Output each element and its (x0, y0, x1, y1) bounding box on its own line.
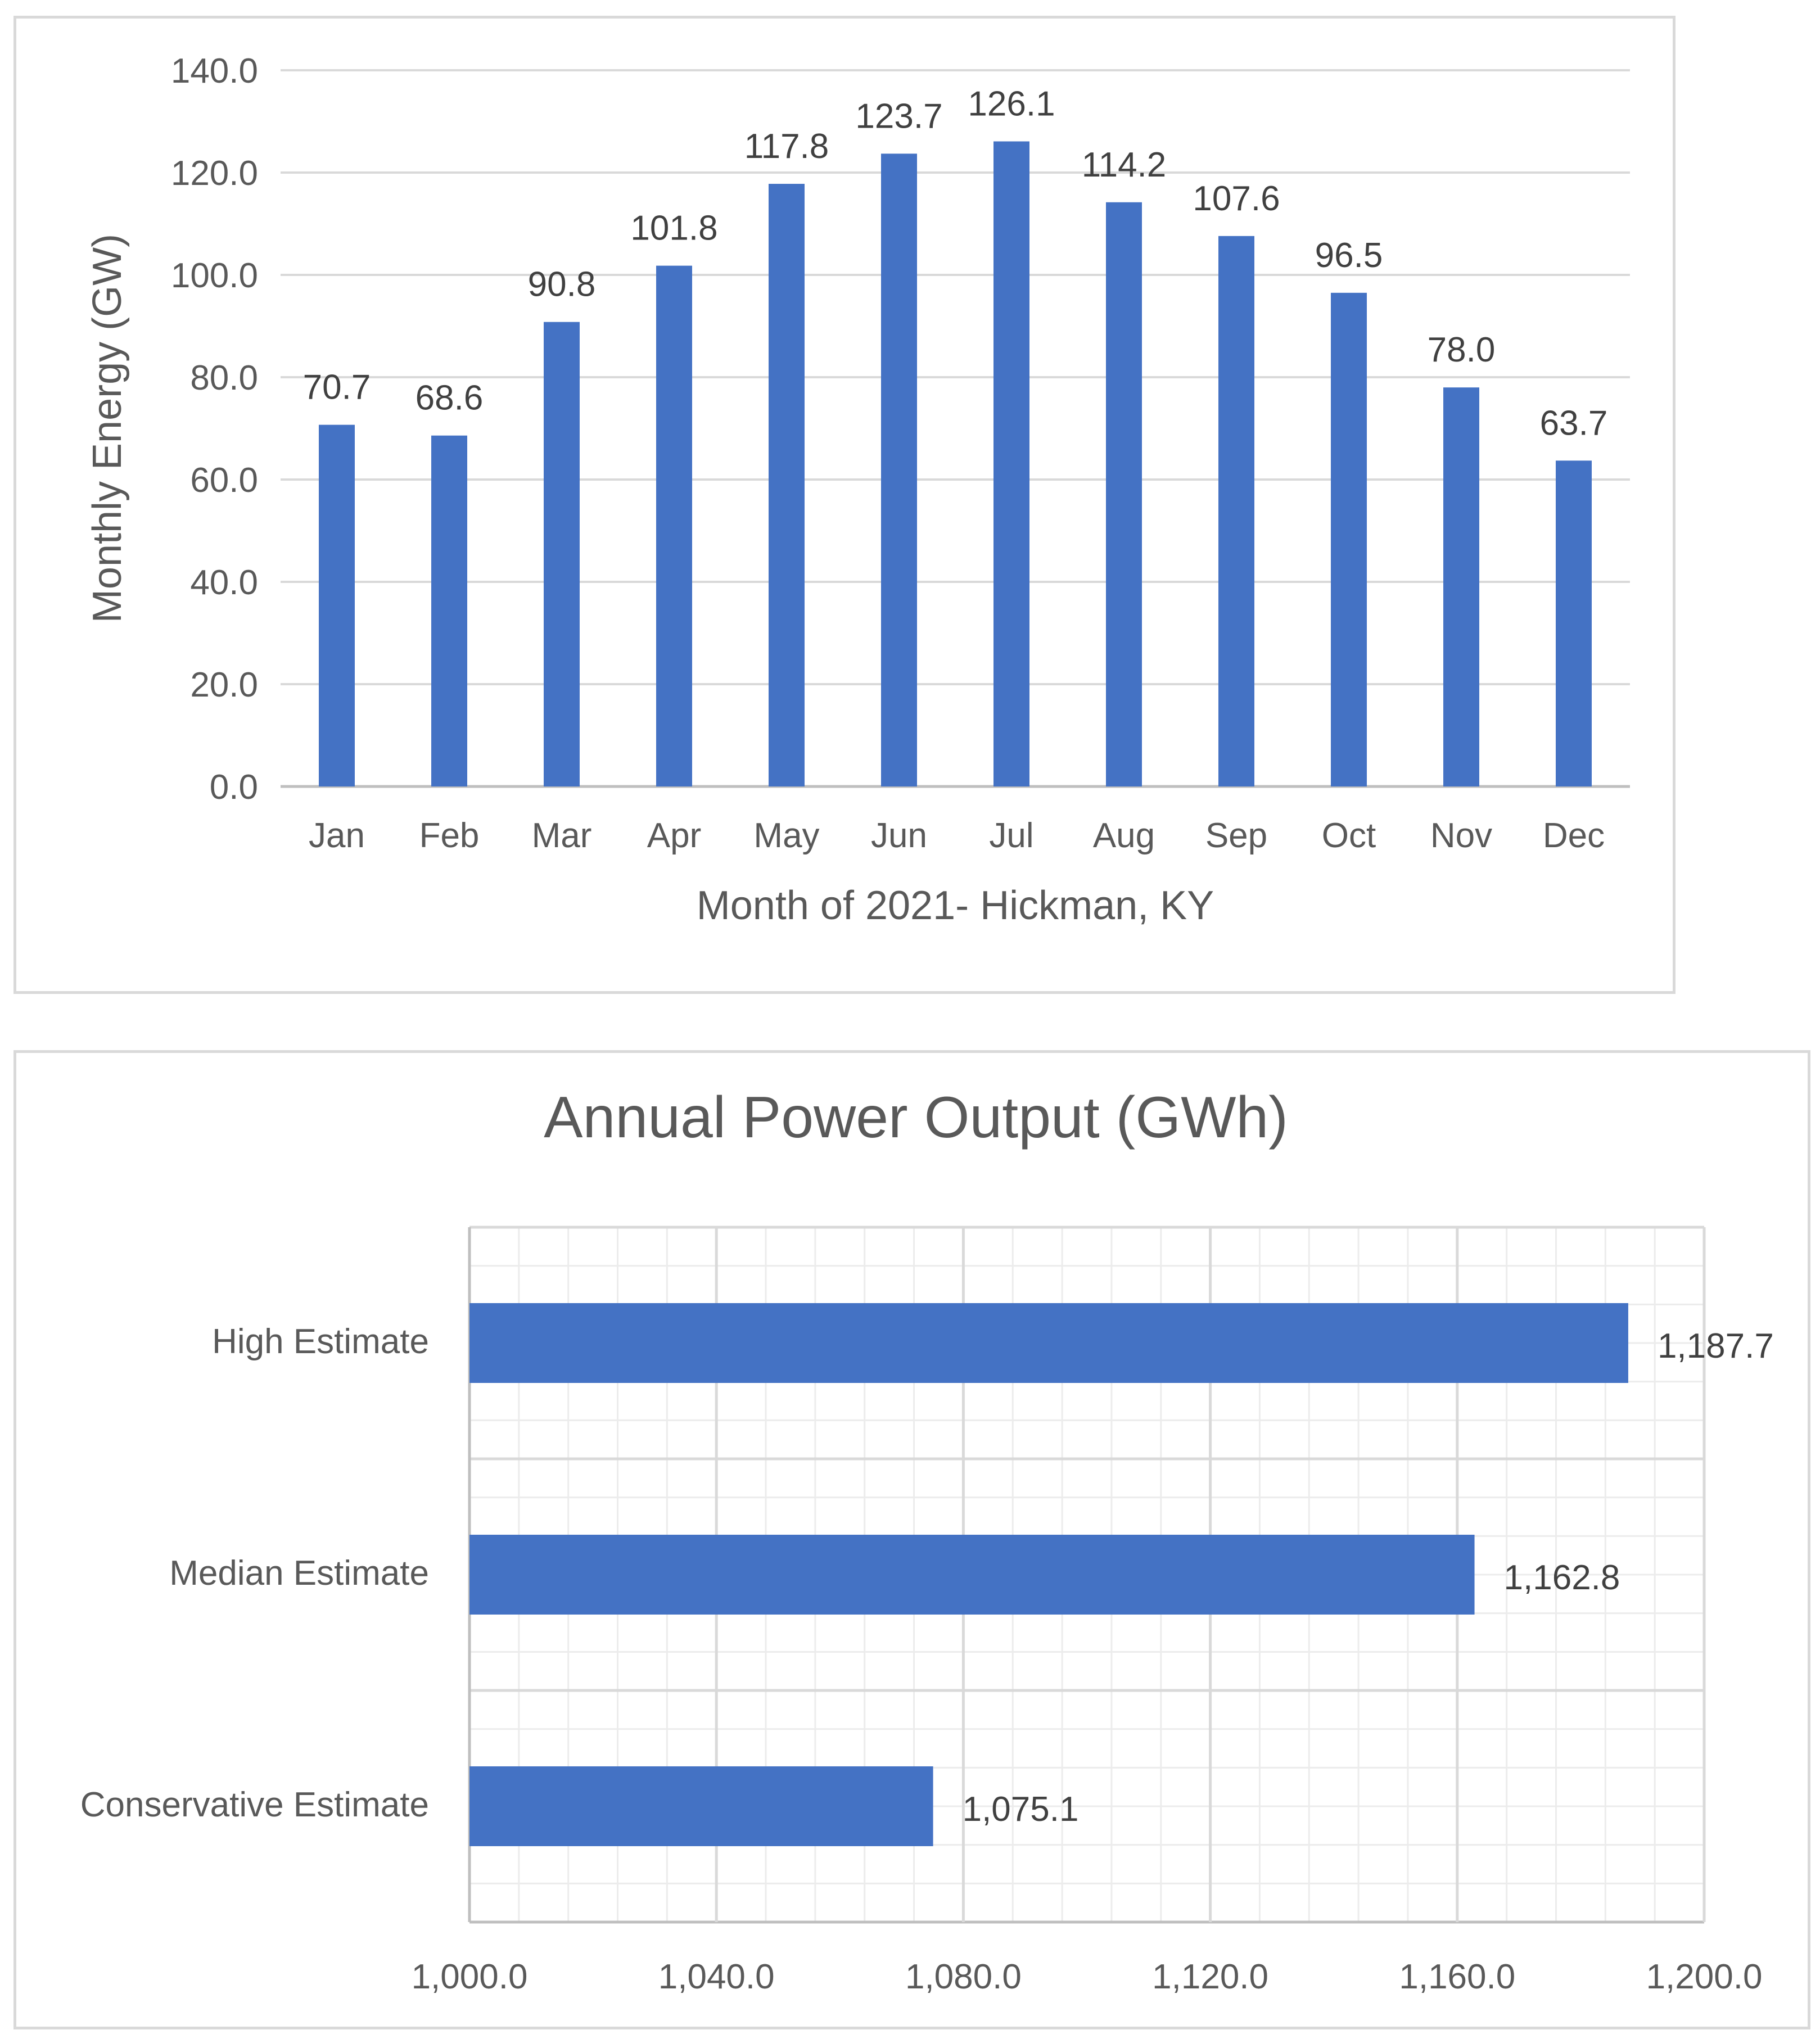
data-label: 1,162.8 (1504, 1558, 1620, 1597)
bar-aug (1106, 202, 1142, 786)
data-label: 68.6 (416, 379, 484, 418)
data-label: 117.8 (744, 127, 829, 166)
data-label: 123.7 (855, 97, 942, 135)
bar-dec (1556, 460, 1592, 786)
x-tick-label: 1,200.0 (1646, 1957, 1763, 1996)
x-tick-label: 1,040.0 (658, 1957, 775, 1996)
x-tick-label: Jan (309, 816, 365, 855)
data-label: 78.0 (1428, 331, 1496, 369)
y-tick-label: 100.0 (171, 256, 258, 295)
data-label: 126.1 (968, 84, 1055, 123)
x-tick-label: Jul (989, 816, 1033, 855)
bar-apr (656, 265, 692, 786)
y-tick-label: 40.0 (190, 563, 258, 602)
data-label: 90.8 (528, 265, 596, 304)
annual-output-chart-panel: Annual Power Output (GWh) 1,000.0 1,040.0 1… (13, 1050, 1810, 2029)
x-tick-label: Nov (1430, 816, 1492, 855)
chart-title: Annual Power Output (GWh) (544, 1085, 1288, 1150)
data-label: 101.8 (630, 209, 717, 248)
x-tick-label: 1,080.0 (905, 1957, 1022, 1996)
bar-nov (1443, 387, 1479, 786)
x-tick-label: Oct (1322, 816, 1376, 855)
bar-oct (1331, 292, 1367, 786)
x-tick-label: Aug (1093, 816, 1155, 855)
x-tick-label: Dec (1543, 816, 1605, 855)
monthly-energy-chart: 0.0 20.0 40.0 60.0 80.0 100.0 120.0 140.0 70.7 Ja… (85, 52, 1630, 928)
category-label: Conservative Estimate (80, 1785, 429, 1824)
x-tick-label: May (753, 816, 819, 855)
bar-mar (544, 322, 580, 786)
x-axis-title: Month of 2021- Hickman, KY (697, 883, 1214, 928)
x-tick-label: Sep (1205, 816, 1267, 855)
y-tick-label: 20.0 (190, 666, 258, 704)
y-tick-label: 60.0 (190, 461, 258, 500)
bar-jun (881, 153, 917, 786)
x-tick-label: Apr (647, 816, 701, 855)
data-label: 107.6 (1193, 179, 1280, 218)
bar-conservative-estimate (469, 1766, 933, 1846)
x-tick-label: Mar (532, 816, 592, 855)
category-label: Median Estimate (169, 1554, 429, 1593)
x-tick-label: 1,000.0 (412, 1957, 528, 1996)
y-tick-label: 80.0 (190, 359, 258, 397)
x-tick-label: 1,120.0 (1152, 1957, 1268, 1996)
bar-may (769, 184, 805, 786)
data-label: 1,187.7 (1658, 1327, 1774, 1366)
data-label: 70.7 (303, 368, 371, 407)
bar-median-estimate (469, 1535, 1475, 1615)
category-label: High Estimate (212, 1322, 429, 1361)
y-tick-label: 0.0 (210, 768, 258, 807)
x-tick-label: Feb (419, 816, 480, 855)
y-axis-title: Monthly Energy (GW) (85, 234, 130, 623)
bar-jul (993, 141, 1029, 787)
bar-jan (319, 424, 355, 786)
data-label: 96.5 (1315, 236, 1383, 275)
bar-feb (431, 435, 467, 786)
monthly-energy-chart-panel: 0.0 20.0 40.0 60.0 80.0 100.0 120.0 140.0 70.7 Ja… (13, 16, 1676, 994)
x-tick-label: Jun (871, 816, 927, 855)
x-tick-label: 1,160.0 (1399, 1957, 1515, 1996)
data-label: 1,075.1 (963, 1790, 1079, 1829)
data-label: 63.7 (1540, 404, 1608, 442)
bar-sep (1218, 236, 1254, 787)
y-tick-label: 120.0 (171, 154, 258, 193)
bar-high-estimate (469, 1303, 1628, 1383)
data-label: 114.2 (1082, 146, 1167, 184)
annual-output-chart: Annual Power Output (GWh) 1,000.0 1,040.0 1… (80, 1085, 1774, 1996)
y-tick-label: 140.0 (171, 52, 258, 91)
